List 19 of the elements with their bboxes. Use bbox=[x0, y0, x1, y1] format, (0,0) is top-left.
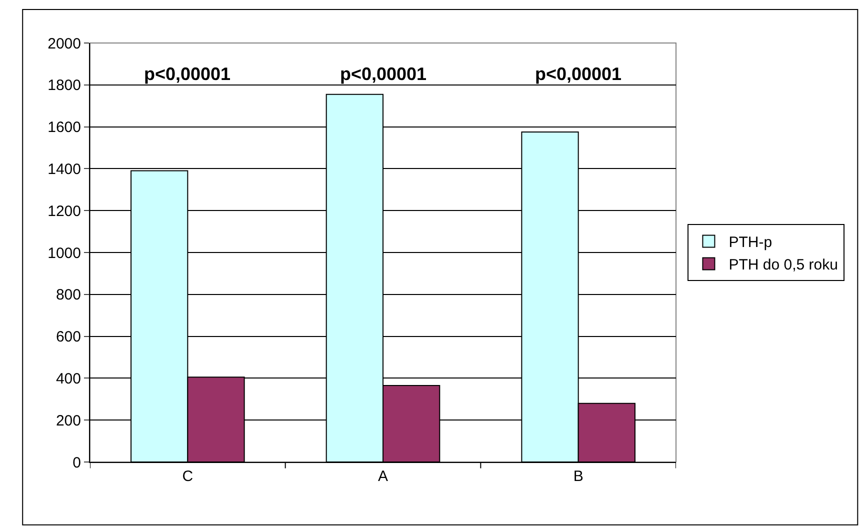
legend-label: PTH do 0,5 roku bbox=[728, 256, 838, 274]
y-tick-label: 0 bbox=[72, 454, 81, 472]
y-tick-label: 800 bbox=[56, 286, 81, 304]
y-tick-label: 200 bbox=[56, 412, 81, 430]
y-tick-label: 1400 bbox=[48, 160, 81, 178]
x-tick-label: A bbox=[378, 468, 388, 485]
y-tick-label: 2000 bbox=[48, 35, 81, 52]
annotation: p<0,00001 bbox=[535, 64, 622, 84]
y-tick-label: 600 bbox=[56, 328, 81, 346]
y-tick-label: 1600 bbox=[48, 119, 81, 136]
annotation: p<0,00001 bbox=[144, 64, 231, 84]
x-tick-label: C bbox=[182, 468, 194, 485]
y-tick-label: 1200 bbox=[48, 202, 81, 220]
legend-label: PTH-p bbox=[728, 234, 772, 252]
annotation: p<0,00001 bbox=[340, 64, 427, 84]
x-tick-label: B bbox=[573, 468, 584, 485]
y-tick-label: 1000 bbox=[48, 244, 81, 262]
y-tick-label: 1800 bbox=[48, 77, 81, 94]
y-tick-label: 400 bbox=[56, 370, 81, 388]
